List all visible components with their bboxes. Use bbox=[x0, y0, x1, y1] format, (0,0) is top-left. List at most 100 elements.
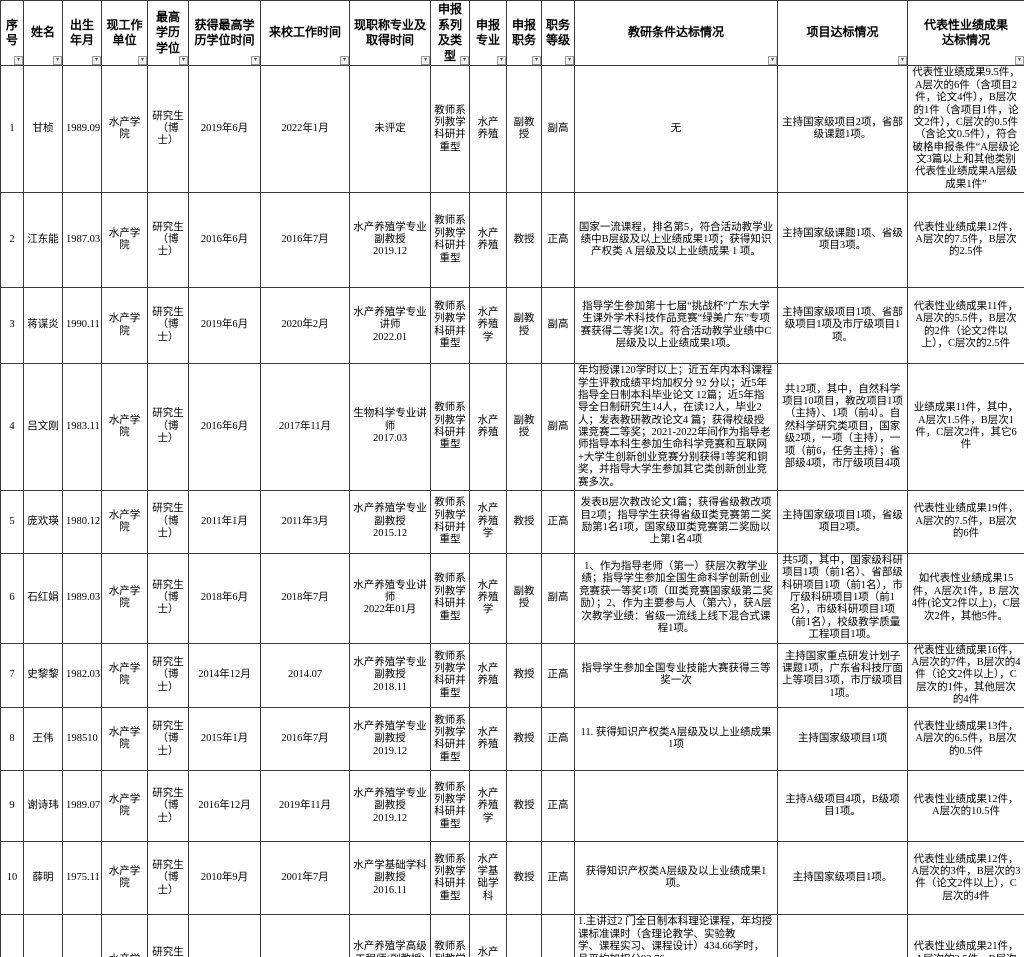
cell-shenbao-xilie[interactable]: 教师系列教学科研并重型 bbox=[430, 192, 470, 289]
cell-xiangmu-dabiao[interactable]: 主持国家级项目1项。 bbox=[777, 841, 908, 916]
cell-laixiao-shijian[interactable]: 2020年2月 bbox=[260, 287, 350, 365]
cell-xianzhicheng[interactable]: 未评定 bbox=[349, 65, 431, 194]
cell-shenbao-zhuanye[interactable]: 水产养殖学 bbox=[469, 489, 507, 554]
cell-xuhao[interactable]: 4 bbox=[0, 363, 24, 491]
filter-dropdown-icon[interactable]: ▾ bbox=[565, 56, 574, 65]
cell-shenbao-zhuanye[interactable]: 水产养殖 bbox=[469, 363, 507, 491]
cell-xueli-shijian[interactable]: 2018年6月 bbox=[188, 552, 261, 644]
cell-jiaoyan-dabiao[interactable]: 指导学生参加第十七届“挑战杯”广东大学生课外学术科技作品竞赛“绿美广东”专项赛获… bbox=[574, 287, 778, 365]
cell-shenbao-zhuanye[interactable]: 水产养殖 bbox=[469, 192, 507, 289]
filter-dropdown-icon[interactable]: ▾ bbox=[138, 56, 147, 65]
cell-chusheng-nianyue[interactable]: 1983.11 bbox=[62, 363, 102, 491]
cell-zhiwu-dengji[interactable]: 正高 bbox=[541, 489, 575, 554]
cell-jiaoyan-dabiao[interactable]: 年均授课120学时以上；近五年内本科课程学生评教成绩平均加权分 92 分以；近5… bbox=[574, 363, 778, 491]
cell-xiangmu-dabiao[interactable]: 主持省级项目2项。 bbox=[777, 914, 908, 957]
cell-shenbao-zhiwu[interactable]: 教授 bbox=[506, 914, 542, 957]
cell-jiaoyan-dabiao[interactable]: 指导学生参加全国专业技能大赛获得三等奖一次 bbox=[574, 642, 778, 709]
cell-chusheng-nianyue[interactable]: 1977.09 bbox=[62, 914, 102, 957]
cell-xuhao[interactable]: 10 bbox=[0, 841, 24, 916]
cell-xuhao[interactable]: 8 bbox=[0, 707, 24, 772]
cell-shenbao-zhuanye[interactable]: 水产养殖 bbox=[469, 642, 507, 709]
cell-xueli-shijian[interactable]: 2019年6月 bbox=[188, 65, 261, 194]
cell-zhiwu-dengji[interactable]: 正高 bbox=[541, 914, 575, 957]
cell-shenbao-zhiwu[interactable]: 教授 bbox=[506, 642, 542, 709]
cell-yeji-dabiao[interactable]: 代表性业绩成果9.5件，A层次的6件（含项目2件，论文4件），B层次的1件（含项… bbox=[907, 65, 1024, 194]
cell-shenbao-xilie[interactable]: 教师系列教学科研并重型 bbox=[430, 287, 470, 365]
cell-shenbao-zhuanye[interactable]: 水产养殖学 bbox=[469, 287, 507, 365]
cell-laixiao-shijian[interactable]: 2011年3月 bbox=[260, 489, 350, 554]
cell-jiaoyan-dabiao[interactable]: 1、作为指导老师（第一）获层次教学业绩；指导学生参加全国生命科学创新创业竞赛获一… bbox=[574, 552, 778, 644]
cell-xuhao[interactable]: 3 bbox=[0, 287, 24, 365]
cell-xiangmu-dabiao[interactable]: 主持国家级项目1项，省级项目2项。 bbox=[777, 489, 908, 554]
cell-xueli-shijian[interactable]: 2019年6月 bbox=[188, 287, 261, 365]
cell-zuigao-xueli[interactable]: 研究生（博士） bbox=[147, 642, 189, 709]
cell-yeji-dabiao[interactable]: 代表性业绩成果19件，A层次的7.5件，B层次的6件 bbox=[907, 489, 1024, 554]
cell-shenbao-zhiwu[interactable]: 教授 bbox=[506, 707, 542, 772]
column-header-zhiwu-dengji[interactable]: 职务等级 ▾ bbox=[541, 0, 575, 67]
filter-dropdown-icon[interactable]: ▾ bbox=[768, 56, 777, 65]
cell-xuhao[interactable]: 7 bbox=[0, 642, 24, 709]
cell-xianworkdanwei[interactable]: 水产学院 bbox=[101, 192, 148, 289]
cell-shenbao-xilie[interactable]: 教师系列教学科研并重型 bbox=[430, 642, 470, 709]
column-header-shenbao-zhuanye[interactable]: 申报专业 ▾ bbox=[469, 0, 507, 67]
cell-shenbao-zhiwu[interactable]: 副教授 bbox=[506, 552, 542, 644]
cell-jiaoyan-dabiao[interactable]: 无 bbox=[574, 65, 778, 194]
cell-xianzhicheng[interactable]: 水产养殖学专业副教授 2019.12 bbox=[349, 192, 431, 289]
cell-xiangmu-dabiao[interactable]: 主持A级项目4项，B级项目1项。 bbox=[777, 770, 908, 843]
cell-jiaoyan-dabiao[interactable]: 11. 获得知识产权类A层级及以上业绩成果1项 bbox=[574, 707, 778, 772]
cell-xuhao[interactable]: 2 bbox=[0, 192, 24, 289]
cell-yeji-dabiao[interactable]: 代表性业绩成果12件，A层次的7.5件，B层次的2.5件 bbox=[907, 192, 1024, 289]
filter-dropdown-icon[interactable]: ▾ bbox=[1015, 56, 1024, 65]
cell-xianzhicheng[interactable]: 水产学基础学科副教授 2016.11 bbox=[349, 841, 431, 916]
cell-laixiao-shijian[interactable]: 2014.07 bbox=[260, 642, 350, 709]
cell-xueli-shijian[interactable]: 2010年9月 bbox=[188, 841, 261, 916]
cell-xingming[interactable]: 庞欢瑛 bbox=[23, 489, 63, 554]
filter-dropdown-icon[interactable]: ▾ bbox=[898, 56, 907, 65]
cell-shenbao-zhuanye[interactable]: 水产养殖 bbox=[469, 707, 507, 772]
cell-xianzhicheng[interactable]: 生物科学专业讲师 2017.03 bbox=[349, 363, 431, 491]
cell-yeji-dabiao[interactable]: 代表性业绩成果12件，A层次的3件，B层次的3件（论文2件以上），C层次的4件 bbox=[907, 841, 1024, 916]
cell-xuhao[interactable]: 9 bbox=[0, 770, 24, 843]
cell-xingming[interactable]: 甘桢 bbox=[23, 65, 63, 194]
filter-dropdown-icon[interactable]: ▾ bbox=[251, 56, 260, 65]
cell-yeji-dabiao[interactable]: 如代表性业绩成果15件，A层次1件，B 层次4件(论文2件以上)，C层次2件，其… bbox=[907, 552, 1024, 644]
cell-jiaoyan-dabiao[interactable]: 1.主讲过2 门全日制本科理论课程，年均授课标准课时（含理论教学、实验教 学、课… bbox=[574, 914, 778, 957]
column-header-xianzhicheng[interactable]: 现职称专业及取得时间 ▾ bbox=[349, 0, 431, 67]
cell-yeji-dabiao[interactable]: 代表性业绩成果12件，A层次的10.5件 bbox=[907, 770, 1024, 843]
cell-shenbao-xilie[interactable]: 教师系列教学科研并重型 bbox=[430, 841, 470, 916]
cell-xueli-shijian[interactable]: 2011年1月 bbox=[188, 914, 261, 957]
cell-xingming[interactable]: 江东能 bbox=[23, 192, 63, 289]
cell-shenbao-xilie[interactable]: 教师系列教学科研并重型 bbox=[430, 489, 470, 554]
filter-dropdown-icon[interactable]: ▾ bbox=[497, 56, 506, 65]
cell-zhiwu-dengji[interactable]: 正高 bbox=[541, 707, 575, 772]
cell-zhiwu-dengji[interactable]: 副高 bbox=[541, 363, 575, 491]
filter-dropdown-icon[interactable]: ▾ bbox=[421, 56, 430, 65]
cell-shenbao-zhiwu[interactable]: 副教授 bbox=[506, 363, 542, 491]
cell-xuhao[interactable]: 1 bbox=[0, 65, 24, 194]
cell-xianworkdanwei[interactable]: 水产学院 bbox=[101, 363, 148, 491]
cell-shenbao-zhiwu[interactable]: 教授 bbox=[506, 489, 542, 554]
cell-jiaoyan-dabiao[interactable]: 获得知识产权类A层级及以上业绩成果1 项。 bbox=[574, 841, 778, 916]
cell-shenbao-xilie[interactable]: 教师系列教学科研并重型 bbox=[430, 552, 470, 644]
cell-shenbao-zhuanye[interactable]: 水产养殖 bbox=[469, 65, 507, 194]
filter-dropdown-icon[interactable]: ▾ bbox=[340, 56, 349, 65]
cell-zhiwu-dengji[interactable]: 副高 bbox=[541, 552, 575, 644]
cell-xiangmu-dabiao[interactable]: 共12项，其中，自然科学项目10项目，教改项目1项（主持）、1项（前4）。自然科… bbox=[777, 363, 908, 491]
cell-xuhao[interactable]: 5 bbox=[0, 489, 24, 554]
cell-chusheng-nianyue[interactable]: 1980.12 bbox=[62, 489, 102, 554]
cell-zuigao-xueli[interactable]: 研究生（博士） bbox=[147, 363, 189, 491]
cell-shenbao-zhiwu[interactable]: 教授 bbox=[506, 770, 542, 843]
cell-xiangmu-dabiao[interactable]: 主持国家级项目1项 bbox=[777, 707, 908, 772]
cell-xueli-shijian[interactable]: 2014年12月 bbox=[188, 642, 261, 709]
cell-laixiao-shijian[interactable]: 2017年11月 bbox=[260, 363, 350, 491]
cell-xuhao[interactable]: 11 bbox=[0, 914, 24, 957]
cell-zhiwu-dengji[interactable]: 正高 bbox=[541, 192, 575, 289]
cell-zhiwu-dengji[interactable]: 副高 bbox=[541, 65, 575, 194]
cell-chusheng-nianyue[interactable]: 1982.03 bbox=[62, 642, 102, 709]
cell-laixiao-shijian[interactable]: 2016年7月 bbox=[260, 707, 350, 772]
cell-xianzhicheng[interactable]: 水产养殖学专业讲师 2022.01 bbox=[349, 287, 431, 365]
cell-xingming[interactable]: 石红娟 bbox=[23, 552, 63, 644]
cell-yeji-dabiao[interactable]: 代表性业绩成果13件，A层次的6.5件，B层次的0.5件 bbox=[907, 707, 1024, 772]
cell-shenbao-zhuanye[interactable]: 水产养殖学 bbox=[469, 914, 507, 957]
cell-chusheng-nianyue[interactable]: 1989.07 bbox=[62, 770, 102, 843]
